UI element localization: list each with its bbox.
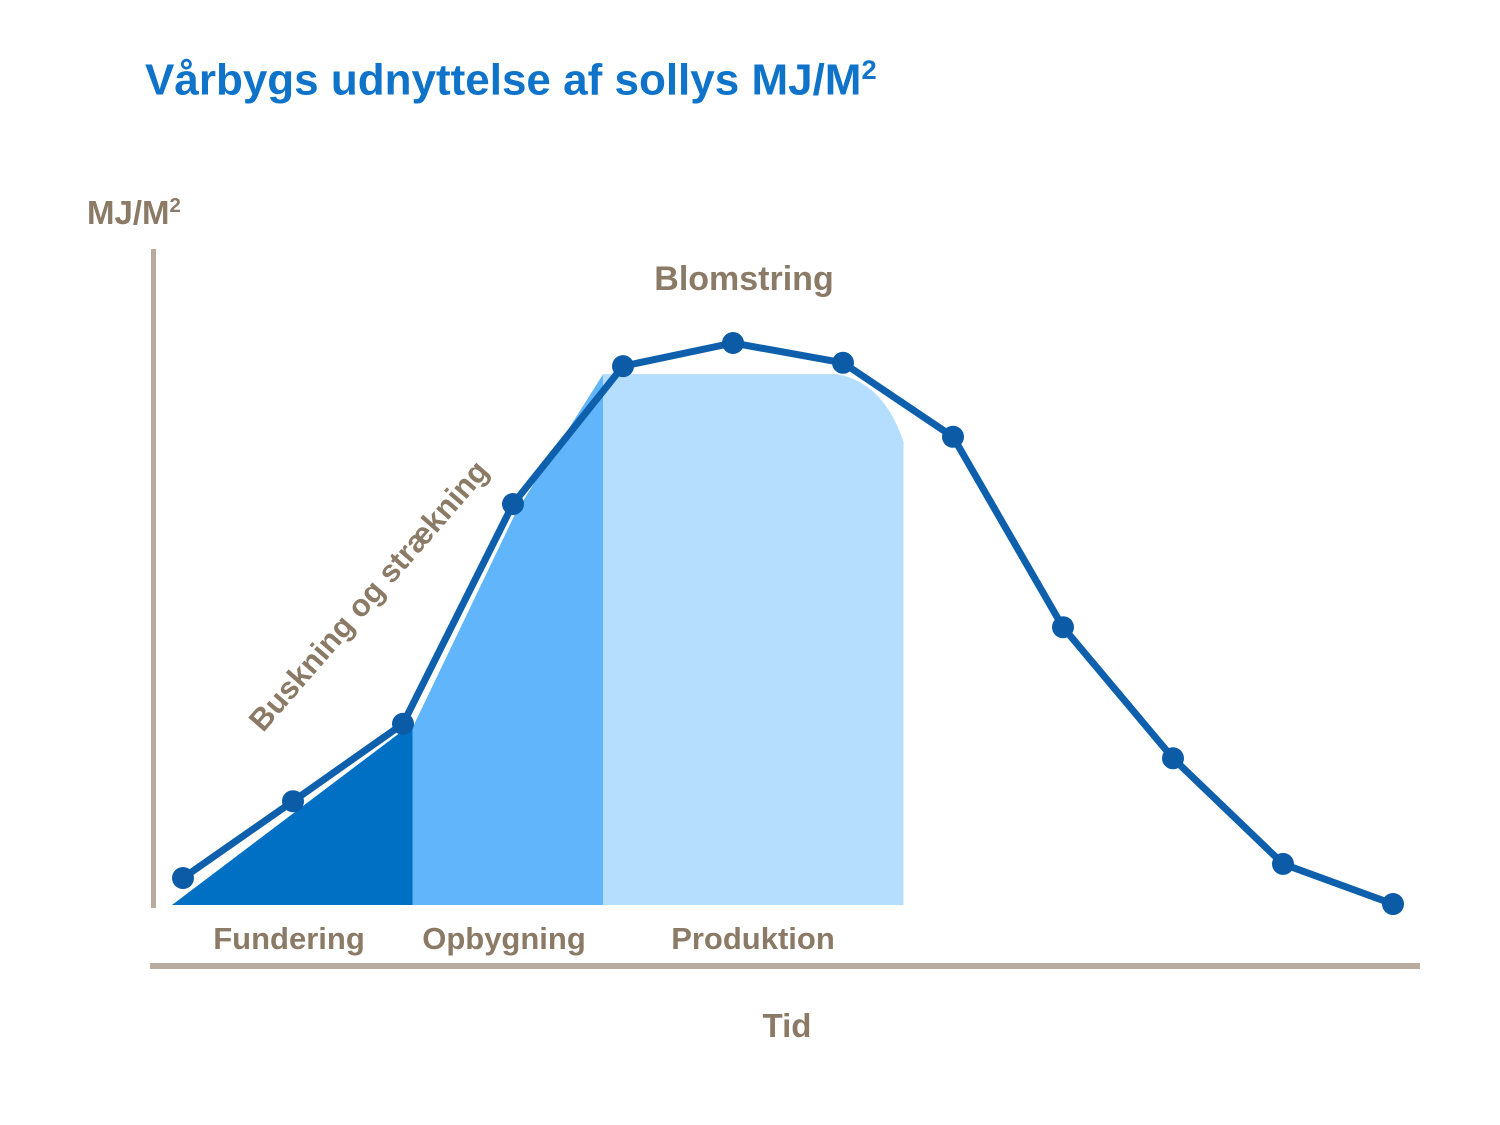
data-point <box>1162 747 1184 770</box>
x-axis-label: Tid <box>762 1007 812 1044</box>
phase-label-fundering: Fundering <box>213 921 365 956</box>
y-axis-label-text: MJ/M <box>87 194 170 231</box>
phase-label-produktion: Produktion <box>671 921 835 956</box>
data-point <box>1382 893 1404 916</box>
data-point <box>1052 616 1074 639</box>
page-title-text: Vårbygs udnyttelse af sollys MJ/M <box>145 55 862 105</box>
annotation-blomstring: Blomstring <box>654 260 834 298</box>
data-point <box>612 355 634 378</box>
y-axis-label-superscript: 2 <box>169 194 181 217</box>
area-fundering <box>172 727 413 905</box>
data-point <box>502 493 524 516</box>
data-line <box>179 339 1397 908</box>
area-opbygning <box>412 374 604 905</box>
y-axis-label: MJ/M2 <box>87 194 181 232</box>
data-points <box>172 332 1404 916</box>
data-point <box>722 332 744 354</box>
phase-label-opbygning: Opbygning <box>422 921 586 956</box>
page-title: Vårbygs udnyttelse af sollys MJ/M2 <box>145 54 877 106</box>
data-point <box>172 867 194 890</box>
data-point <box>832 351 854 374</box>
x-axis-line <box>150 963 1420 969</box>
area-produktion <box>603 374 904 905</box>
data-point <box>1272 852 1294 875</box>
data-point <box>282 790 304 813</box>
data-point <box>392 712 414 735</box>
data-point <box>942 425 964 448</box>
y-axis-line <box>151 249 156 908</box>
page-title-superscript: 2 <box>861 54 877 85</box>
